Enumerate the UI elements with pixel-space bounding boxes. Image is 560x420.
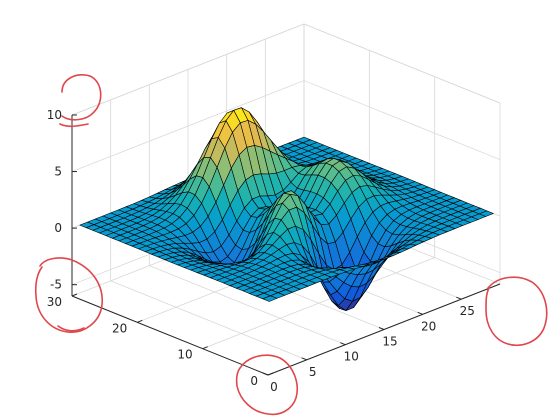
z-tick-label--5: -5 (50, 278, 62, 292)
y-tick (267, 372, 274, 376)
y-tick-label-0: 0 (250, 374, 258, 388)
x-tick-label-25: 25 (460, 304, 475, 318)
x-tick (417, 311, 423, 315)
y-tick-label-10: 10 (177, 348, 192, 362)
x-tick-label-0: 0 (270, 380, 278, 394)
floor-grid-line (149, 265, 346, 346)
red-circle-annotation (57, 325, 85, 332)
red-circle-annotation (34, 257, 103, 333)
back-wall-grid-line (71, 80, 305, 172)
surface-face (262, 295, 278, 302)
x-tick (262, 372, 269, 376)
tick-labels-layer: 0 5 10 15 20 25 0 10 20 30 -5 0 5 10 (47, 108, 475, 394)
box-edge (303, 23, 501, 104)
x-tick (378, 327, 385, 330)
y-tick-label-20: 20 (112, 321, 127, 335)
red-circle-annotation (61, 74, 102, 121)
red-circle-annotation (485, 276, 548, 346)
x-tick-label-15: 15 (382, 335, 397, 349)
red-circle-annotation (235, 354, 298, 416)
x-tick-label-20: 20 (421, 319, 436, 333)
y-tick (202, 346, 208, 350)
floor-grid-line (202, 257, 435, 350)
surface-layer (79, 107, 494, 311)
x-tick (456, 296, 462, 300)
x-tick (340, 342, 346, 346)
y-axis (71, 295, 269, 376)
y-tick-label-30: 30 (47, 295, 62, 309)
axes-layer (71, 114, 501, 376)
y-tick (137, 319, 143, 323)
x-tick-label-5: 5 (309, 365, 317, 379)
floor-grid-line (110, 280, 307, 361)
x-tick-label-10: 10 (344, 350, 359, 364)
z-tick-label-0: 0 (54, 221, 62, 235)
box-edge (71, 23, 305, 116)
x-tick (301, 357, 307, 361)
red-circle-annotations (34, 74, 548, 416)
z-tick-label-10: 10 (47, 108, 62, 122)
z-tick-label-5: 5 (54, 165, 62, 179)
red-circle-annotation (59, 123, 89, 128)
y-tick (71, 293, 78, 297)
side-wall-grid-line (303, 80, 501, 160)
